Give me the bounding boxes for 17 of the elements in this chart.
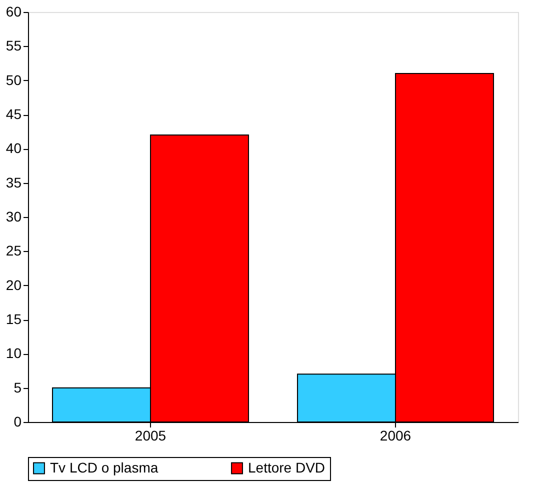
y-tick-label: 0 [14, 414, 22, 430]
y-tick-label: 25 [6, 242, 22, 259]
x-tick-label: 2006 [380, 428, 412, 444]
legend-label: Tv LCD o plasma [50, 459, 158, 476]
y-tick-label: 50 [6, 72, 22, 88]
y-tick-label: 45 [6, 106, 22, 122]
y-tick-label: 30 [6, 208, 22, 224]
y-tick-label: 20 [6, 276, 22, 293]
legend-label: Lettore DVD [248, 459, 326, 476]
y-tick-label: 35 [6, 174, 22, 190]
y-tick-label: 5 [14, 379, 22, 396]
y-tick-label: 15 [6, 311, 22, 327]
x-tick-label: 2005 [134, 428, 166, 444]
y-tick-label: 55 [6, 38, 22, 54]
y-tick-label: 60 [6, 4, 22, 20]
y-tick-label: 10 [6, 345, 22, 362]
y-tick-label: 40 [6, 140, 22, 156]
